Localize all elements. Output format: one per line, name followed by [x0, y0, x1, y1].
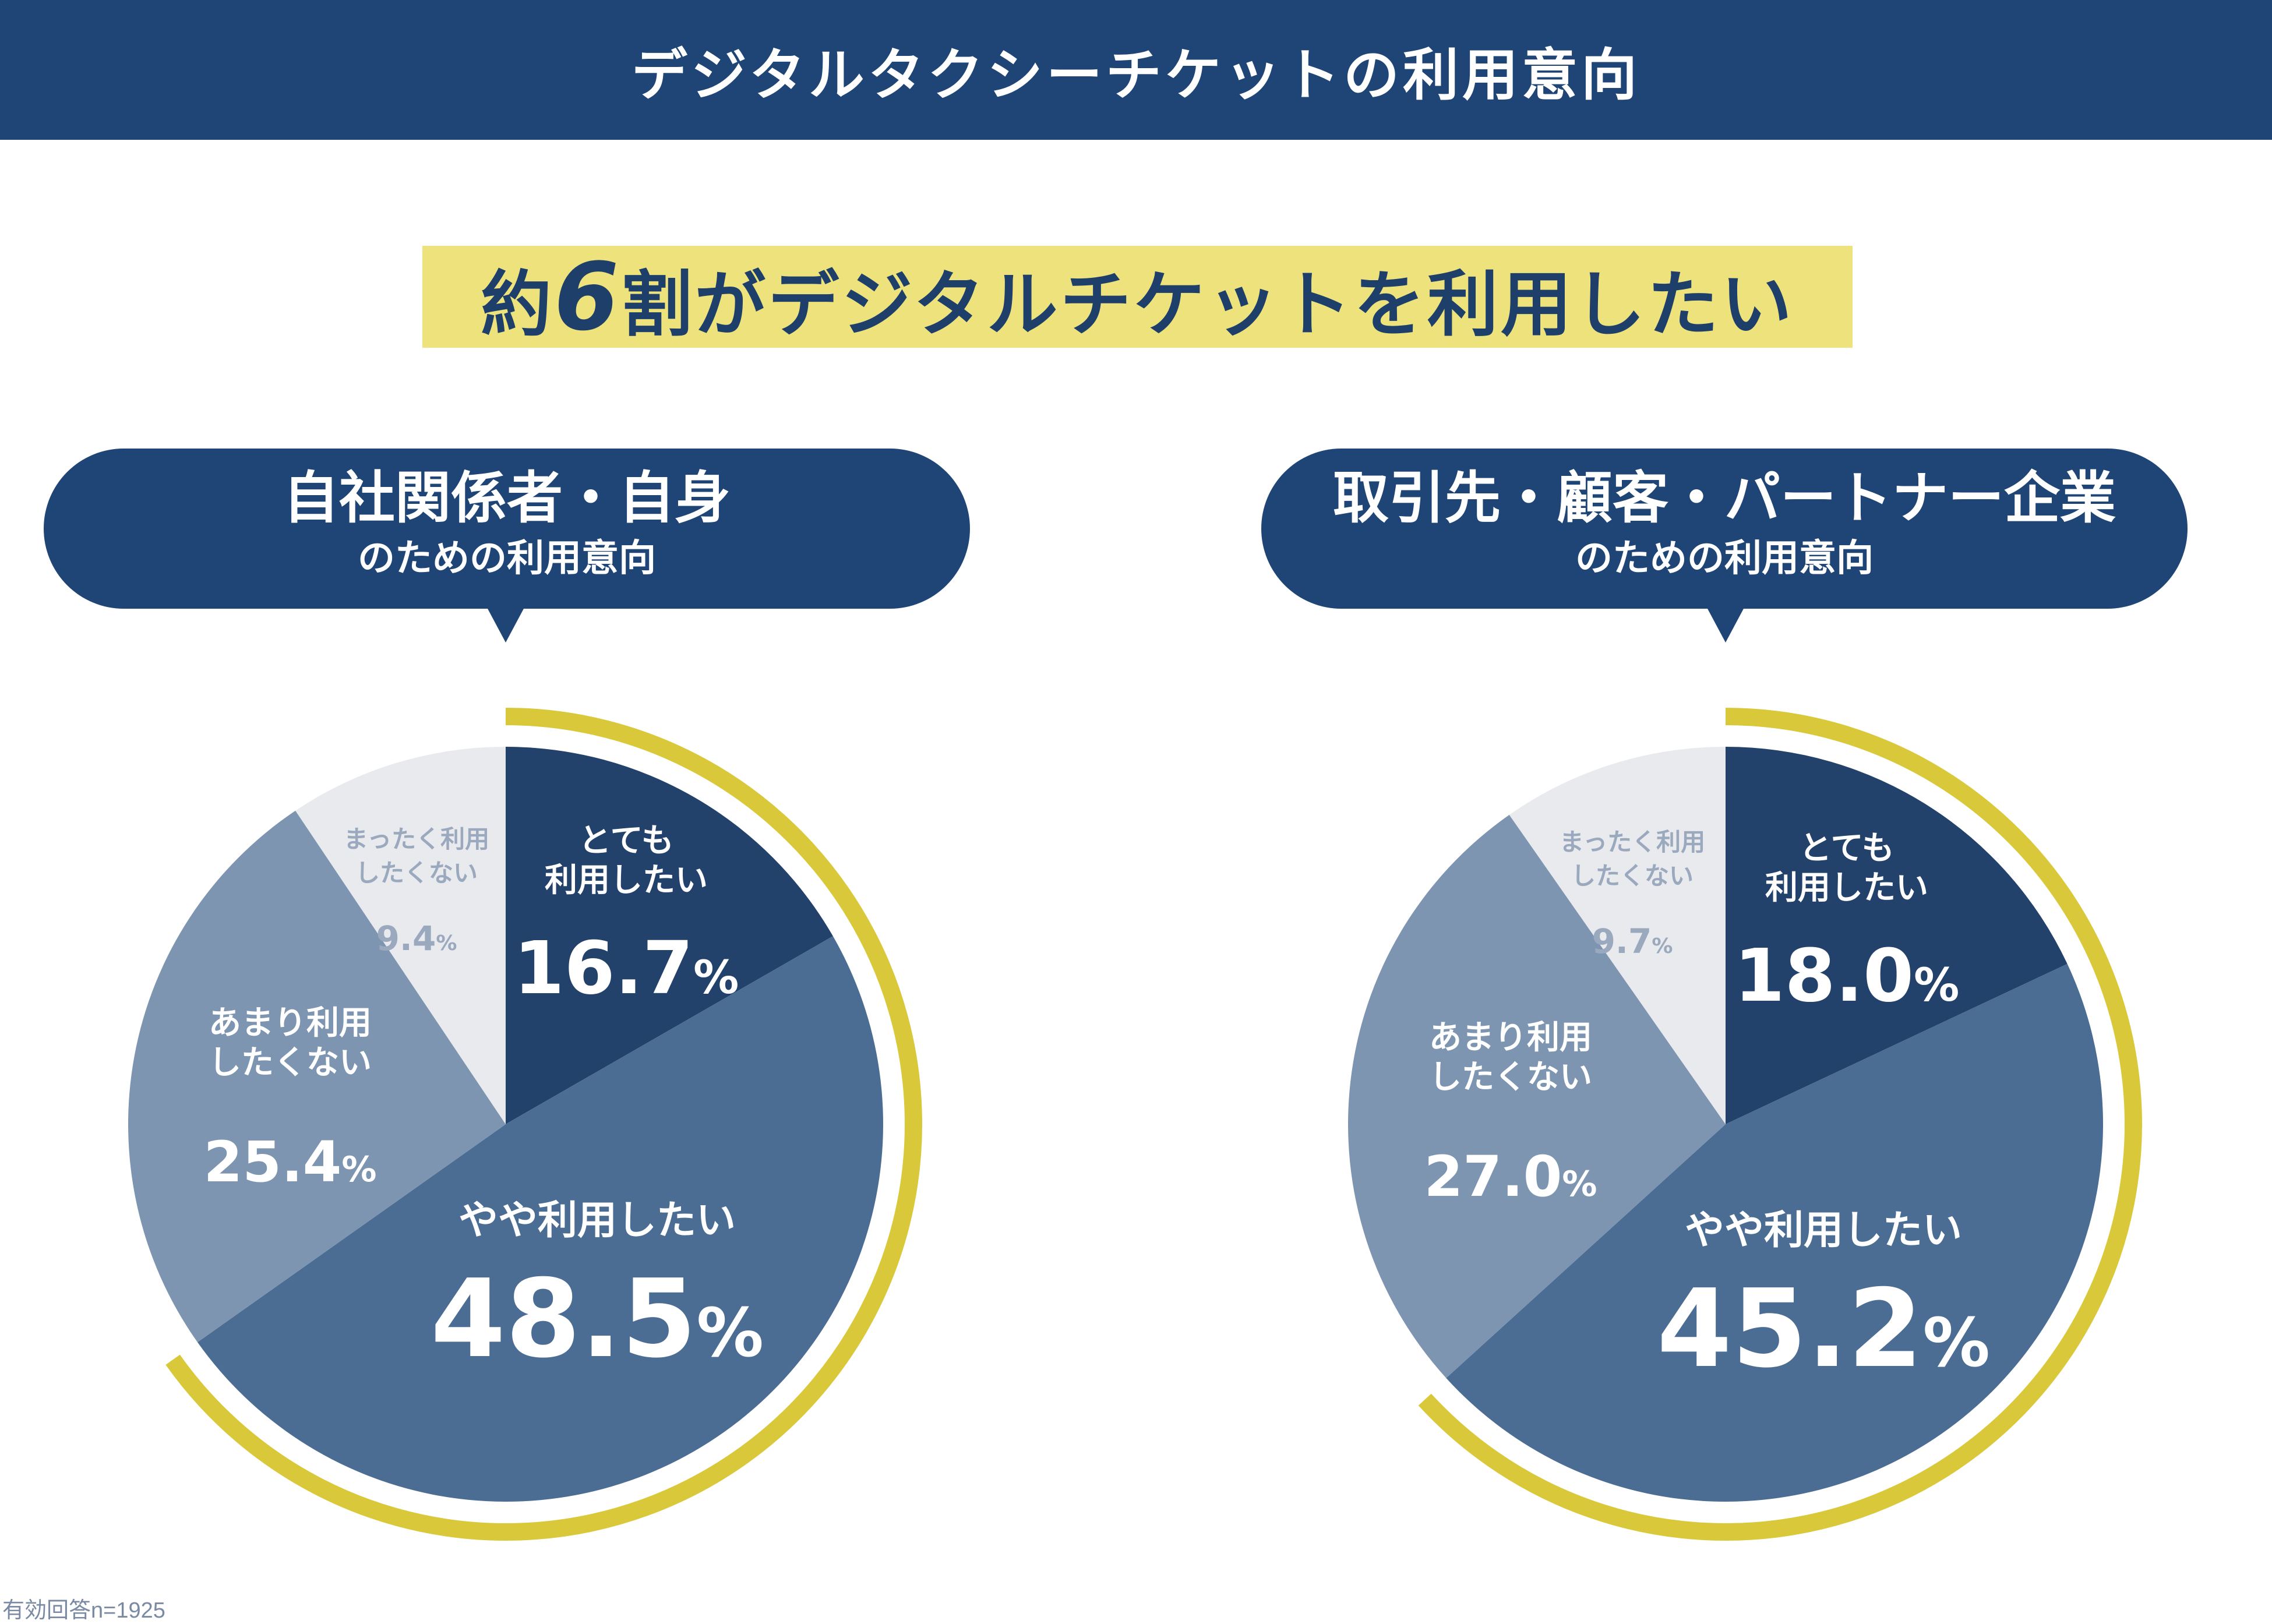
slice-value-number: 48.5: [431, 1256, 696, 1382]
headline-number: 6: [554, 242, 622, 351]
slice-value-label: 16.7%: [514, 926, 739, 1011]
slice-value-label: 18.0%: [1734, 934, 1960, 1018]
slice-label-text: 利用したい: [545, 862, 708, 899]
slice-value-unit: %: [1652, 934, 1673, 958]
slice-not-really: [1348, 814, 1726, 1378]
slice-value-number: 16.7: [514, 926, 693, 1011]
chart-title-line1: 自社関係者・自身: [283, 465, 731, 531]
headline-suffix: 割がデジタルチケットを利用したい: [621, 263, 1794, 346]
slice-value-number: 45.2: [1657, 1266, 1922, 1392]
slice-label-text: まったく利用: [344, 825, 489, 853]
slice-label-text: あまり利用: [209, 1004, 372, 1042]
slice-value-unit: %: [341, 1149, 376, 1190]
header-bar: デジタルタクシーチケットの利用意向: [0, 0, 2272, 140]
slice-label-text: したくない: [355, 859, 478, 887]
slice-value-label: 9.4%: [376, 919, 457, 958]
slice-value-number: 9.7: [1592, 922, 1652, 961]
title-bubble: [44, 449, 970, 609]
slice-value-number: 25.4: [204, 1129, 342, 1195]
slice-label-text: 利用したい: [1765, 869, 1928, 907]
headline-banner: 約6割がデジタルチケットを利用したい: [422, 242, 1853, 351]
chart-title-line1: 取引先・顧客・パートナー企業: [1333, 465, 2116, 531]
slice-somewhat-likely: [197, 936, 884, 1502]
slice-value-label: 48.5%: [431, 1256, 764, 1382]
slice-value-number: 18.0: [1734, 934, 1914, 1018]
slice-label-text: したくない: [1571, 862, 1694, 890]
highlight-ring: [1418, 708, 2142, 1541]
slice-value-number: 9.4: [376, 919, 436, 958]
slice-label-text: とても: [578, 822, 674, 860]
slice-label-text: まったく利用: [1560, 828, 1705, 856]
slice-label-text: とても: [1799, 829, 1894, 867]
slice-label-text: やや利用したい: [458, 1198, 736, 1244]
slice-very-likely: [1726, 747, 2068, 1124]
slice-not-at-all: [1509, 747, 1726, 1124]
slice-value-unit: %: [693, 952, 739, 1004]
slice-value-label: 25.4%: [204, 1129, 377, 1195]
slice-somewhat-likely: [1446, 963, 2103, 1502]
chart-title-line2: のための利用意向: [358, 537, 656, 580]
title-bubble-pointer: [487, 608, 524, 642]
footnote: 有効回答n=1925: [2, 1598, 165, 1623]
chart-title-line2: のための利用意向: [1575, 537, 1874, 580]
slice-not-at-all: [295, 747, 506, 1124]
slice-value-unit: %: [1562, 1164, 1597, 1205]
page-title: デジタルタクシーチケットの利用意向: [631, 42, 1641, 108]
slice-label-text: したくない: [209, 1044, 372, 1082]
slice-value-unit: %: [436, 931, 457, 955]
headline-text: 約6割がデジタルチケットを利用したい: [481, 242, 1794, 351]
slice-value-unit: %: [1914, 959, 1959, 1012]
title-bubble-pointer: [1707, 608, 1744, 642]
slice-not-really: [128, 810, 506, 1343]
slice-value-label: 27.0%: [1424, 1144, 1597, 1209]
slice-value-number: 27.0: [1424, 1144, 1562, 1209]
slice-label-text: したくない: [1429, 1058, 1592, 1096]
slice-value-label: 9.7%: [1592, 922, 1673, 961]
slice-very-likely: [506, 747, 833, 1124]
headline-prefix: 約: [481, 263, 555, 346]
slice-label-text: あまり利用: [1429, 1019, 1592, 1057]
title-bubble: [1261, 449, 2188, 609]
slice-value-label: 45.2%: [1657, 1266, 1990, 1392]
slice-label-text: やや利用したい: [1685, 1208, 1962, 1254]
highlight-ring: [165, 708, 922, 1541]
slice-value-unit: %: [1923, 1304, 1990, 1382]
slice-value-unit: %: [697, 1294, 764, 1372]
